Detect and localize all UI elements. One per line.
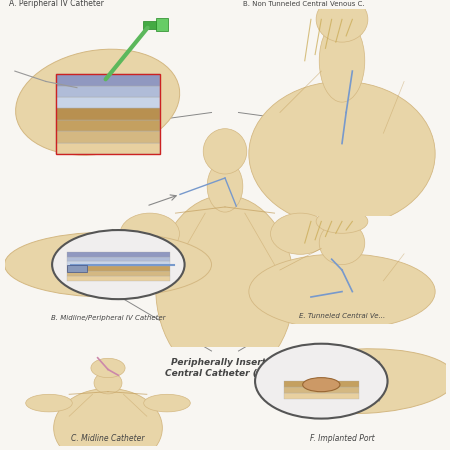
Ellipse shape (94, 372, 122, 394)
Ellipse shape (26, 394, 72, 412)
Circle shape (52, 230, 184, 299)
Ellipse shape (4, 232, 211, 297)
Ellipse shape (16, 49, 180, 155)
Bar (67, 261, 170, 266)
Bar (156, 18, 168, 31)
Ellipse shape (249, 81, 435, 226)
Ellipse shape (270, 213, 330, 254)
Ellipse shape (120, 213, 180, 254)
Ellipse shape (270, 349, 450, 414)
Bar (56, 108, 160, 120)
Bar (284, 393, 359, 399)
Bar (56, 131, 160, 143)
Bar (143, 22, 157, 29)
Ellipse shape (144, 394, 190, 412)
Text: C. Midline Catheter: C. Midline Catheter (71, 434, 145, 443)
Ellipse shape (156, 195, 294, 381)
Bar (67, 265, 87, 272)
Bar (56, 97, 160, 108)
Ellipse shape (249, 254, 435, 329)
Bar (56, 86, 160, 97)
Ellipse shape (319, 19, 365, 102)
Text: B. Midline/Peripheral IV Catheter: B. Midline/Peripheral IV Catheter (51, 315, 165, 321)
Ellipse shape (91, 358, 125, 378)
Ellipse shape (54, 388, 162, 450)
Text: B. Non Tunneled Central Venous C.: B. Non Tunneled Central Venous C. (243, 1, 364, 7)
Bar (67, 266, 170, 271)
Bar (67, 271, 170, 276)
Bar (284, 381, 359, 387)
Bar (67, 256, 170, 261)
Ellipse shape (316, 0, 368, 42)
Ellipse shape (207, 161, 243, 212)
Text: F. Implanted Port: F. Implanted Port (310, 434, 374, 443)
Ellipse shape (303, 378, 340, 392)
Ellipse shape (203, 129, 247, 174)
Ellipse shape (316, 210, 368, 233)
Bar (67, 252, 170, 256)
Ellipse shape (319, 221, 365, 265)
Circle shape (255, 344, 387, 418)
Text: E. Tunneled Central Ve...: E. Tunneled Central Ve... (299, 313, 385, 319)
Bar (56, 74, 160, 154)
Text: A. Peripheral IV Catheter: A. Peripheral IV Catheter (9, 0, 104, 8)
Bar (56, 120, 160, 131)
Bar (56, 143, 160, 154)
Bar (284, 387, 359, 393)
Bar (56, 74, 160, 86)
Bar (67, 276, 170, 281)
Text: Peripherally Inserted
Central Catheter (PICC): Peripherally Inserted Central Catheter (… (166, 358, 284, 378)
